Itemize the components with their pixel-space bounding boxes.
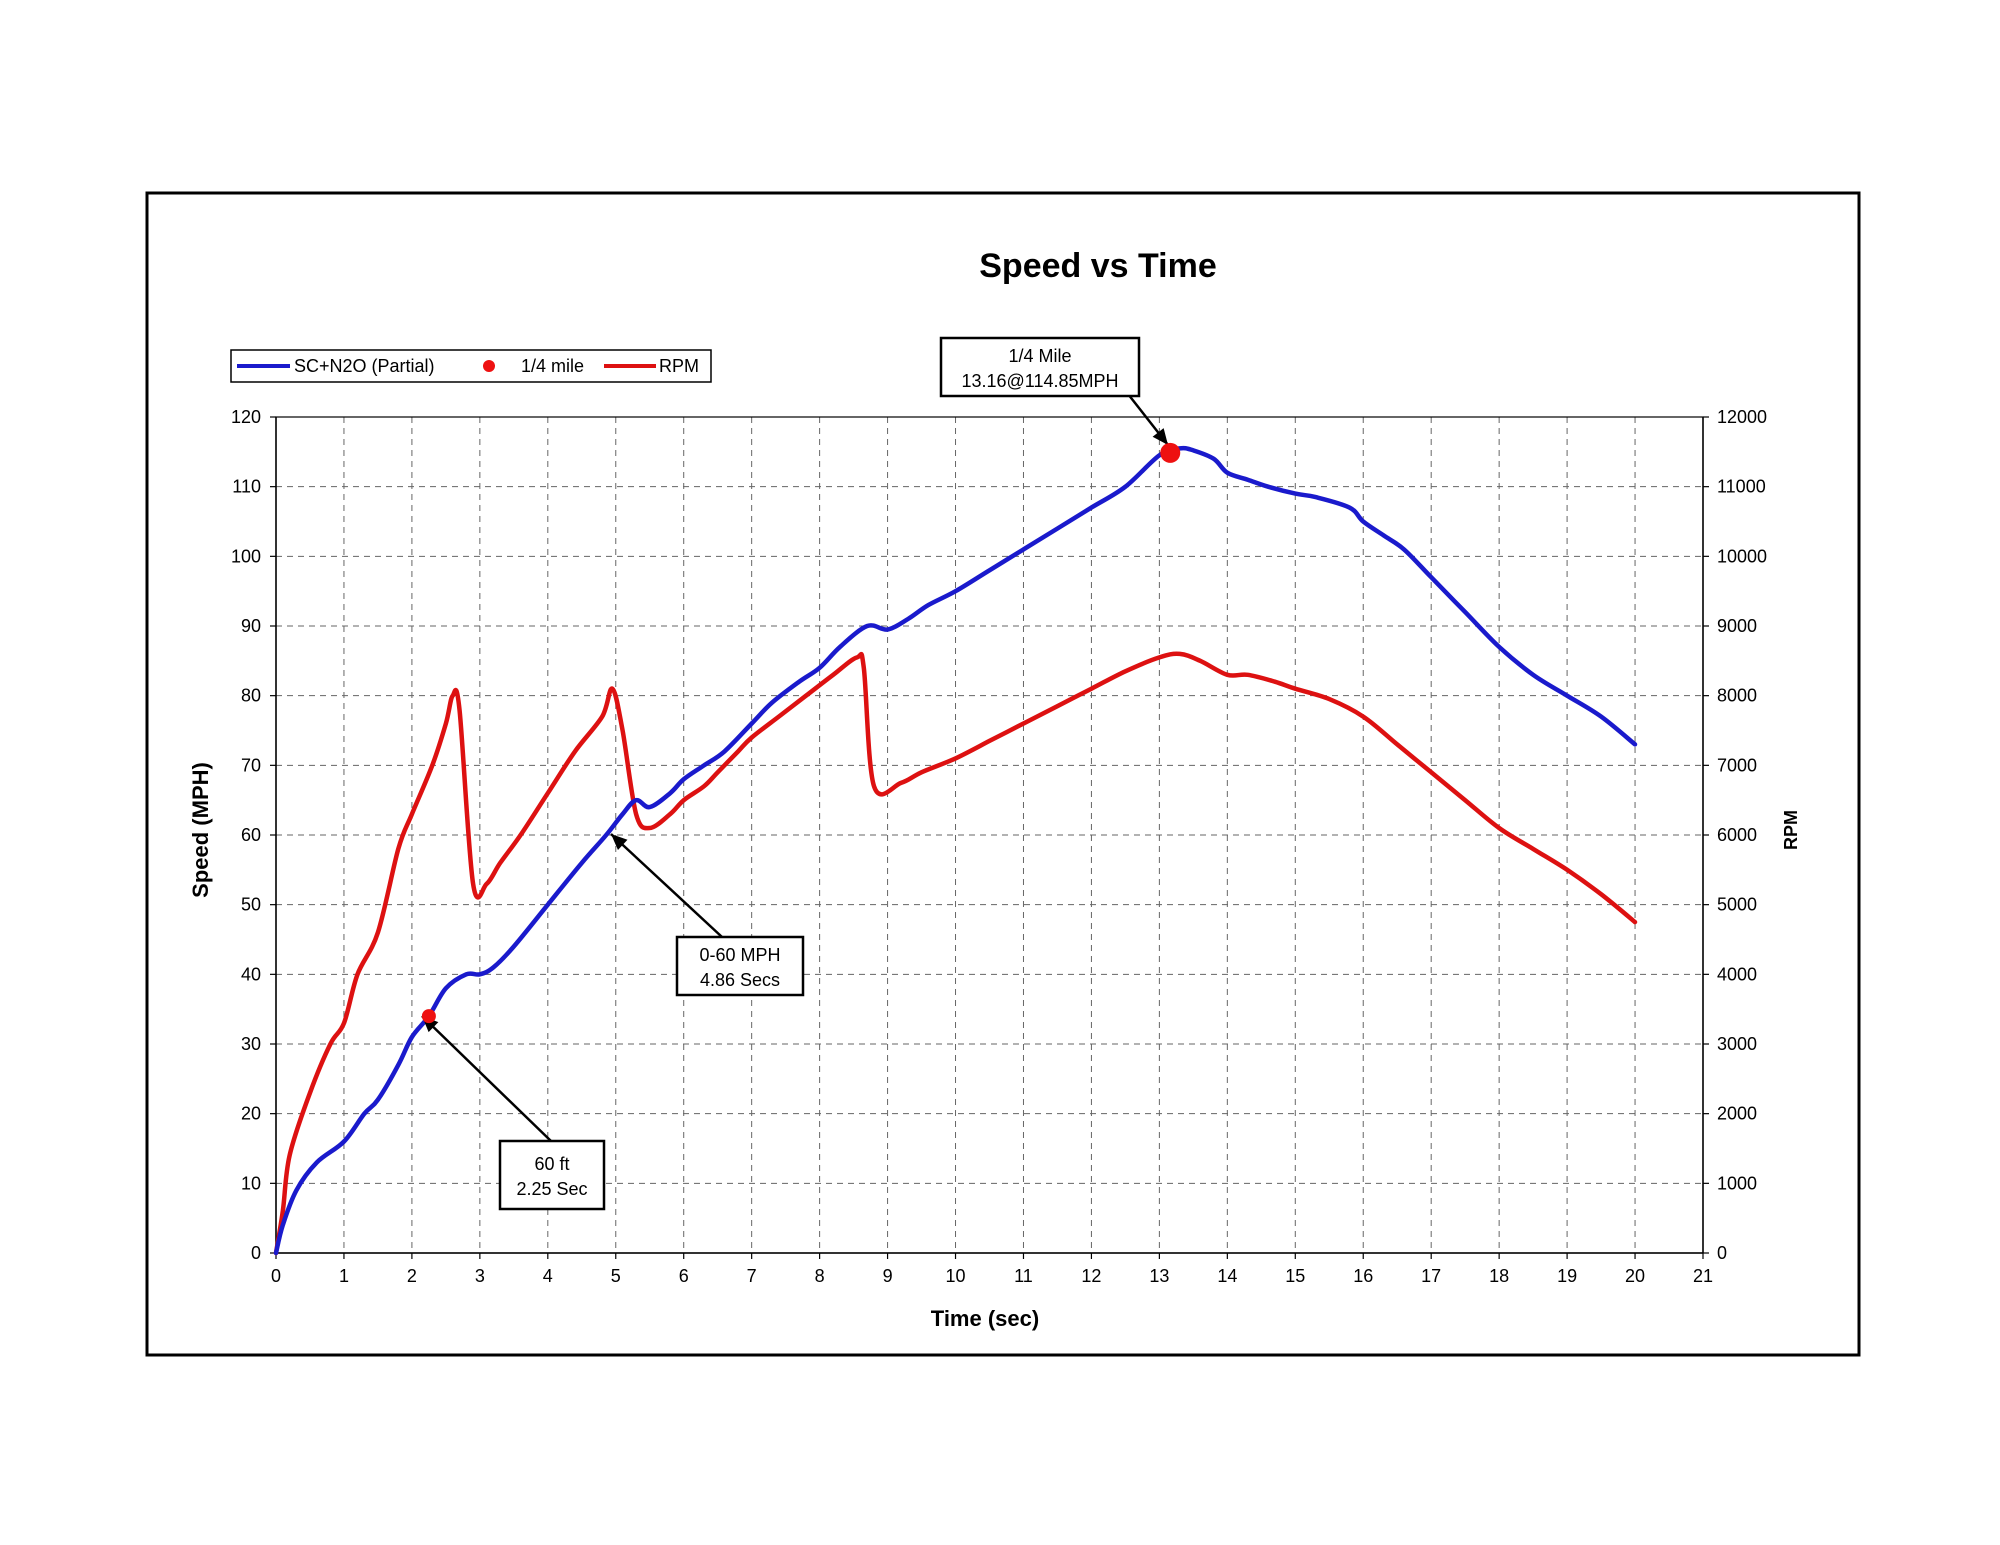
series-lines <box>273 445 1638 1256</box>
x-tick-label: 4 <box>543 1266 553 1286</box>
annotation-arrow-line <box>421 1015 553 1143</box>
chart-frame <box>145 191 1861 1357</box>
y2-tick-label: 0 <box>1717 1243 1727 1263</box>
legend-label-quarter-mile: 1/4 mile <box>521 356 584 376</box>
y-tick-label: 50 <box>241 895 261 915</box>
y-tick-label: 110 <box>232 477 261 497</box>
x-tick-label: 20 <box>1625 1266 1645 1286</box>
x-tick-label: 1 <box>339 1266 349 1286</box>
y-tick-label: 40 <box>241 964 261 984</box>
y2-tick-label: 10000 <box>1717 546 1767 566</box>
speed-series-line <box>273 445 1638 1256</box>
x-tick-label: 9 <box>883 1266 893 1286</box>
y-tick-label: 0 <box>251 1243 261 1263</box>
y2-tick-label: 9000 <box>1717 616 1757 636</box>
annotation-line2: 2.25 Sec <box>516 1179 587 1199</box>
y2-tick-label: 12000 <box>1717 407 1767 427</box>
y2-tick-label: 8000 <box>1717 686 1757 706</box>
annotation-box <box>939 336 1141 398</box>
y-tick-label: 80 <box>241 686 261 706</box>
y-tick-label: 100 <box>231 546 261 566</box>
y-tick-label: 30 <box>241 1034 261 1054</box>
legend-label-rpm: RPM <box>659 356 699 376</box>
annotation-box <box>498 1139 606 1211</box>
x-tick-label: 5 <box>611 1266 621 1286</box>
y-tick-label: 10 <box>241 1173 261 1193</box>
y-tick-label: 20 <box>241 1104 261 1124</box>
y2-tick-label: 5000 <box>1717 895 1757 915</box>
annotation-arrow-head <box>611 834 628 851</box>
sixty-foot-marker <box>421 1009 436 1024</box>
highlight-points <box>421 442 1181 1024</box>
x-tick-label: 10 <box>946 1266 966 1286</box>
annotation-line1: 1/4 Mile <box>1008 346 1071 366</box>
x-tick-label: 21 <box>1693 1266 1713 1286</box>
y2-axis-ticks: 0 1000 2000 3000 4000 5000 6000 7000 8000 9000 100… <box>1703 407 1767 1263</box>
quarter-mile-marker <box>1160 442 1181 463</box>
grid-lines <box>275 416 1704 1254</box>
x-tick-label: 15 <box>1285 1266 1305 1286</box>
annotation-line1: 0-60 MPH <box>699 945 780 965</box>
x-tick-label: 16 <box>1353 1266 1373 1286</box>
y2-tick-label: 7000 <box>1717 755 1757 775</box>
x-tick-label: 18 <box>1489 1266 1509 1286</box>
y-axis-label: Speed (MPH) <box>188 762 213 898</box>
y2-tick-label: 11000 <box>1717 477 1766 497</box>
chart-title: Speed vs Time <box>979 247 1217 285</box>
x-tick-label: 8 <box>815 1266 825 1286</box>
y-tick-label: 70 <box>241 755 261 775</box>
x-axis-ticks: 0 1 2 3 4 5 6 7 8 9 10 11 12 13 14 15 16 17 18 19 20 21 <box>271 1253 1713 1286</box>
y-axis-ticks: 0 10 20 30 40 50 60 70 80 90 100 110 120 <box>231 407 276 1263</box>
annotation-line1: 60 ft <box>534 1154 569 1174</box>
x-tick-label: 11 <box>1014 1266 1033 1286</box>
annotation-arrow-head <box>1152 428 1168 445</box>
y2-tick-label: 1000 <box>1717 1173 1757 1193</box>
x-tick-label: 13 <box>1149 1266 1169 1286</box>
x-tick-label: 7 <box>747 1266 757 1286</box>
y-tick-label: 90 <box>241 616 261 636</box>
legend-swatch-quarter-mile <box>483 360 495 372</box>
x-tick-label: 14 <box>1217 1266 1237 1286</box>
x-tick-label: 17 <box>1421 1266 1441 1286</box>
annotation-line2: 4.86 Secs <box>700 970 780 990</box>
rpm-series-line <box>273 651 1638 1256</box>
annotations: 60 ft 2.25 Sec 0-60 MPH 4.86 Secs 1/4 Mile 13… <box>421 336 1169 1211</box>
x-tick-label: 2 <box>407 1266 417 1286</box>
x-tick-label: 19 <box>1557 1266 1577 1286</box>
x-axis-label: Time (sec) <box>931 1306 1039 1331</box>
y2-tick-label: 3000 <box>1717 1034 1757 1054</box>
y2-tick-label: 6000 <box>1717 825 1757 845</box>
y-tick-label: 120 <box>231 407 261 427</box>
y2-tick-label: 4000 <box>1717 964 1757 984</box>
x-tick-label: 0 <box>271 1266 281 1286</box>
legend: SC+N2O (Partial) 1/4 mile RPM <box>230 349 712 383</box>
annotation-box <box>675 935 805 997</box>
y2-axis-label: RPM <box>1781 810 1801 850</box>
legend-label-speed: SC+N2O (Partial) <box>294 356 435 376</box>
x-tick-label: 12 <box>1081 1266 1101 1286</box>
x-tick-label: 6 <box>679 1266 689 1286</box>
x-tick-label: 3 <box>475 1266 485 1286</box>
annotation-arrow-line <box>610 833 723 938</box>
y-tick-label: 60 <box>241 825 261 845</box>
annotation-line2: 13.16@114.85MPH <box>961 371 1118 391</box>
y2-tick-label: 2000 <box>1717 1104 1757 1124</box>
